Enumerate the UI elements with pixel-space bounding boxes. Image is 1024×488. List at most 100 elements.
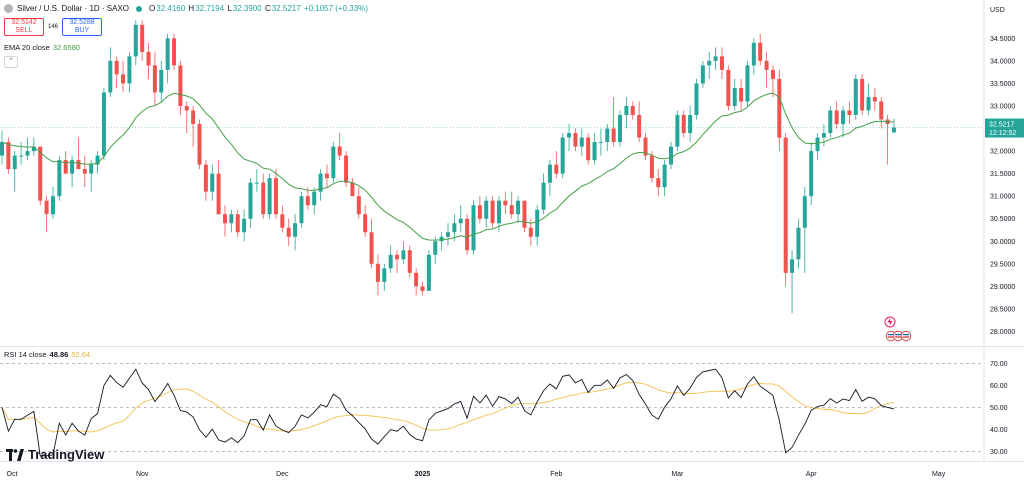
candle-45 — [286, 218, 291, 246]
candle-119 — [758, 33, 763, 66]
candle-75 — [477, 196, 482, 224]
candle-71 — [452, 214, 457, 242]
candle-body-40 — [254, 182, 259, 184]
candle-82 — [522, 200, 527, 233]
candle-body-11 — [70, 160, 75, 174]
candle-27 — [172, 33, 177, 70]
price-tick-label-12: 34.0000 — [990, 58, 1015, 65]
candle-body-118 — [751, 42, 756, 66]
candle-41 — [261, 173, 266, 219]
change-value: +0.1057 (+0.33%) — [303, 4, 368, 13]
rsi-legend[interactable]: RSI 14 close 48.86 52.64 — [4, 350, 90, 359]
candle-body-94 — [598, 142, 603, 144]
candle-body-58 — [369, 232, 374, 264]
candle-125 — [796, 218, 801, 269]
candle-body-30 — [191, 110, 196, 125]
candle-body-51 — [324, 173, 329, 179]
candle-body-27 — [172, 38, 177, 66]
candle-108 — [688, 105, 693, 143]
candle-body-20 — [127, 56, 132, 84]
price-tick-label-8: 32.0000 — [990, 149, 1015, 156]
candle-79 — [503, 191, 508, 215]
rsi-tick-label-3: 60.00 — [990, 383, 1008, 390]
candle-128 — [815, 133, 820, 161]
collapse-legend-button[interactable]: ⌃ — [4, 56, 18, 68]
candle-body-110 — [700, 65, 705, 84]
candle-body-95 — [605, 128, 610, 143]
candle-137 — [872, 87, 877, 111]
low-value: 32.3900 — [232, 4, 262, 13]
candle-body-136 — [866, 96, 871, 111]
candle-body-8 — [50, 196, 55, 215]
candle-17 — [108, 47, 113, 97]
candle-body-106 — [675, 115, 680, 147]
candle-85 — [541, 173, 546, 215]
candle-body-129 — [821, 133, 826, 138]
candle-body-21 — [133, 24, 138, 57]
price-tick-label-5: 30.5000 — [990, 216, 1015, 223]
candle-body-85 — [541, 182, 546, 210]
ohlc-values: O32.4160 H32.7194 L32.3900 C32.5217 +0.1… — [149, 4, 369, 13]
symbol-title[interactable]: Silver / U.S. Dollar · 1D · SAXO — [17, 4, 130, 13]
candle-84 — [535, 205, 540, 246]
candle-1 — [6, 137, 11, 174]
candle-body-108 — [688, 115, 693, 134]
candle-body-23 — [146, 51, 151, 66]
candle-body-103 — [656, 178, 661, 188]
low-label: L — [227, 4, 232, 13]
candle-body-119 — [758, 42, 763, 61]
candle-11 — [70, 155, 75, 188]
rsi-ma-line — [1, 381, 895, 433]
candle-body-55 — [350, 182, 355, 197]
candle-8 — [50, 187, 55, 219]
candle-body-86 — [547, 164, 552, 183]
candle-body-134 — [853, 78, 858, 115]
candle-body-91 — [579, 137, 584, 147]
candle-body-9 — [57, 160, 62, 197]
candle-63 — [401, 241, 406, 264]
candle-body-140 — [892, 127, 896, 133]
rsi-line — [1, 368, 895, 457]
rsi-tick-label-1: 40.00 — [990, 427, 1008, 434]
candle-104 — [662, 160, 667, 197]
candle-body-52 — [331, 146, 336, 179]
candle-body-73 — [465, 218, 470, 251]
rsi-label: RSI 14 close — [4, 350, 47, 359]
candle-body-24 — [152, 65, 157, 93]
candle-body-44 — [280, 214, 285, 228]
candle-body-120 — [764, 60, 769, 70]
candle-body-60 — [382, 268, 387, 282]
close-label: C — [264, 4, 271, 13]
ema-legend[interactable]: EMA 20 close 32.6580 — [4, 43, 80, 52]
events-layer — [884, 316, 912, 342]
candle-60 — [382, 263, 387, 291]
candle-body-71 — [452, 223, 457, 233]
tradingview-logo[interactable]: TradingView — [6, 447, 104, 462]
candle-body-26 — [165, 38, 170, 70]
candle-body-76 — [484, 200, 489, 219]
candle-16 — [101, 87, 106, 161]
candle-136 — [866, 83, 871, 115]
candle-48 — [305, 187, 310, 210]
candle-90 — [573, 128, 578, 152]
candle-body-7 — [44, 200, 49, 215]
symbol-icon — [4, 4, 13, 13]
candle-44 — [280, 205, 285, 233]
high-value: 32.7194 — [195, 4, 225, 13]
candle-body-87 — [554, 164, 559, 174]
candle-118 — [751, 38, 756, 75]
candle-body-3 — [19, 155, 24, 157]
candle-body-97 — [618, 115, 623, 143]
candle-body-111 — [707, 60, 712, 66]
candle-body-80 — [509, 205, 514, 215]
candle-body-92 — [586, 137, 591, 161]
candle-body-104 — [662, 164, 667, 188]
sell-button[interactable]: 32.5142 SELL — [4, 18, 44, 36]
candle-89 — [567, 124, 572, 152]
candle-94 — [598, 128, 603, 156]
buy-button[interactable]: 32.5288 BUY — [62, 18, 103, 36]
candle-body-6 — [38, 146, 43, 201]
candle-91 — [579, 128, 584, 156]
candle-2 — [12, 151, 17, 192]
